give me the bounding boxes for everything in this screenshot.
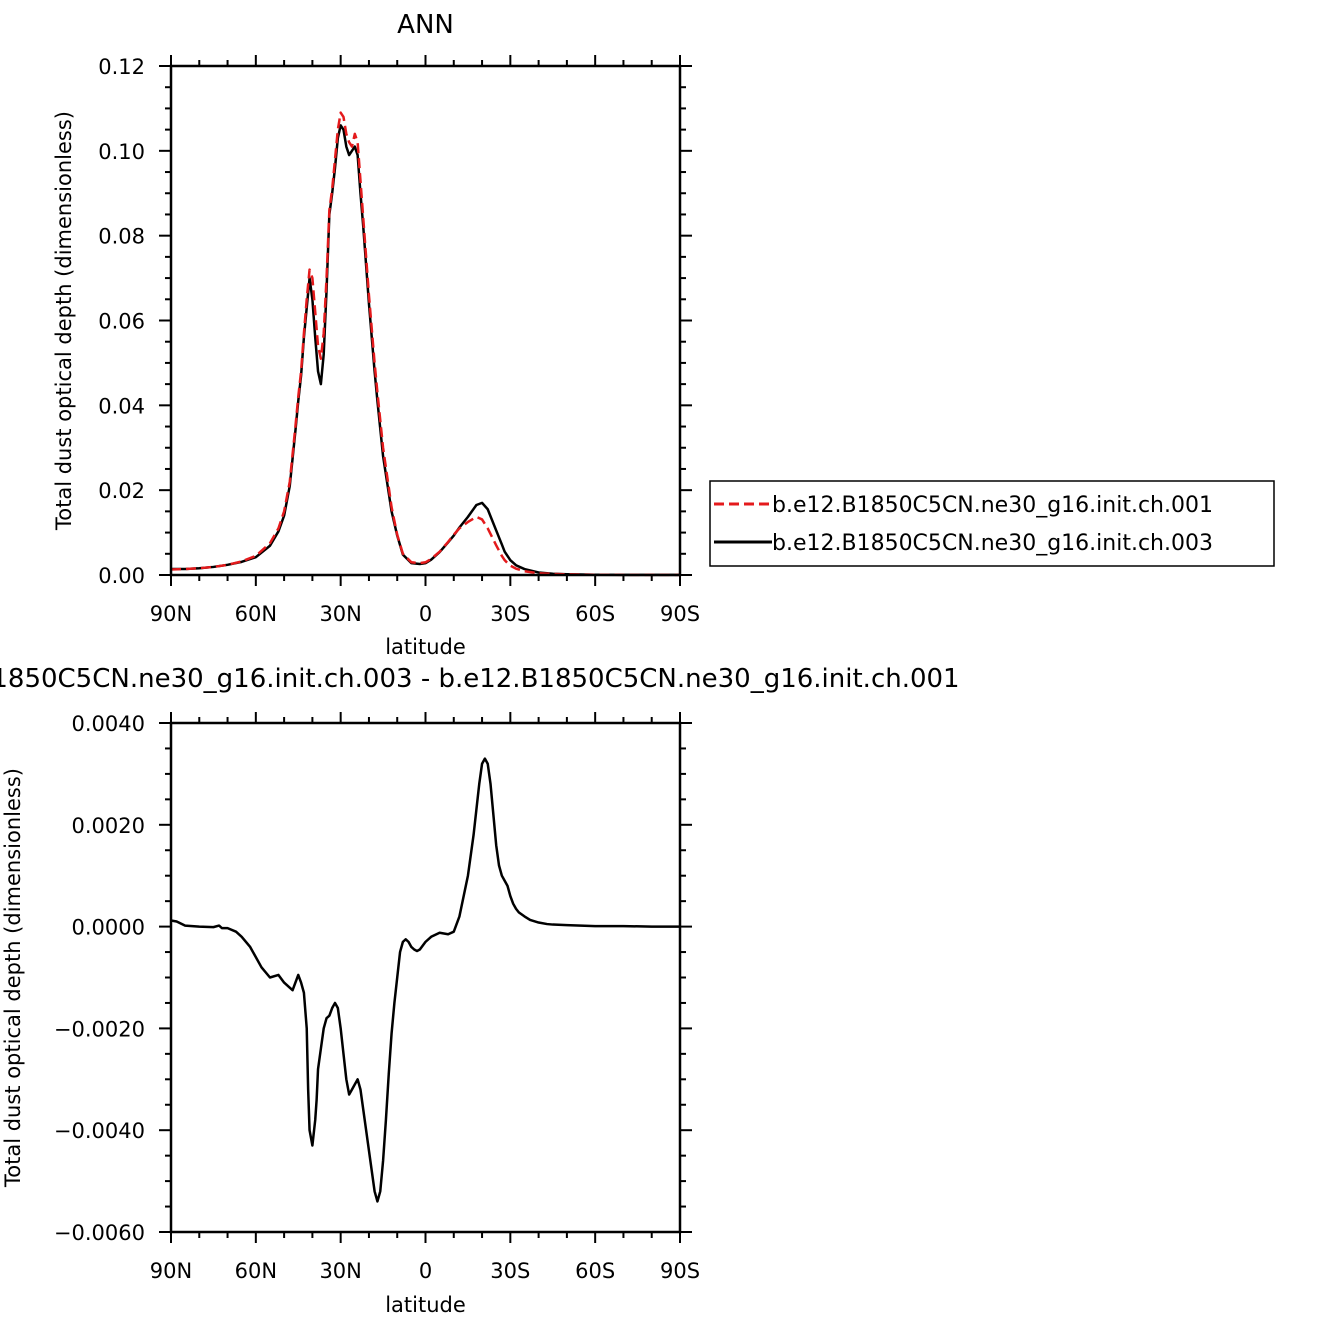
bottom-x-axis-label: latitude [385,1293,466,1317]
top-x-tick-label: 90N [150,602,192,626]
bottom-x-tick-label: 90N [150,1259,192,1283]
top-x-tick-label: 60S [575,602,615,626]
legend-label-003: b.e12.B1850C5CN.ne30_g16.init.ch.003 [772,531,1213,556]
legend-box [709,480,1275,567]
legend: b.e12.B1850C5CN.ne30_g16.init.ch.001 b.e… [709,480,1275,567]
top-x-axis-label: latitude [385,635,466,659]
top-x-tick-label: 30S [490,602,530,626]
top-y-tick-label: 0.00 [98,564,145,588]
bottom-y-tick-label: −0.0060 [54,1221,145,1245]
top-y-tick-label: 0.06 [98,310,145,334]
top-y-tick-label: 0.04 [98,394,145,418]
top-ticks: 90N 60N 30N 0 30S 60S 90S 0.00 0.02 0.04 0.06 0.08 0… [98,55,700,626]
top-series-group [170,111,681,577]
bottom-ticks: 90N 60N 30N 0 30S 60S 90S −0.0060 −0.0040 −0.0020… [54,712,700,1283]
top-x-tick-label: 60N [235,602,277,626]
panel-top: ANN 90N 60N 30N 0 30S 60S 90S 0.00 0.02 0.04 0.06 0… [52,10,1275,659]
bottom-plot-frame [169,721,682,1234]
top-chart-title: ANN [397,10,454,40]
legend-label-001: b.e12.B1850C5CN.ne30_g16.init.ch.001 [772,493,1213,518]
top-y-axis-label: Total dust optical depth (dimensionless) [52,111,76,531]
top-series-line-1 [171,124,681,577]
bottom-x-tick-label: 60S [575,1259,615,1283]
bottom-x-tick-label: 30S [490,1259,530,1283]
bottom-y-tick-label: −0.0020 [54,1017,145,1041]
bottom-y-axis-label: Total dust optical depth (dimensionless) [1,768,25,1188]
bottom-y-tick-label: 0.0000 [72,916,145,940]
bottom-x-tick-label: 90S [660,1259,700,1283]
top-x-tick-label: 90S [660,602,700,626]
top-series-line-0 [170,111,681,577]
top-y-tick-label: 0.10 [98,140,145,164]
top-y-tick-label: 0.02 [98,479,145,503]
bottom-x-tick-label: 0 [419,1259,432,1283]
top-plot-frame [169,64,682,577]
bottom-y-tick-label: 0.0020 [72,814,145,838]
bottom-series-group [170,757,680,1203]
panel-bottom: b.e12.B1850C5CN.ne30_g16.init.ch.003 - b… [0,664,960,1317]
top-x-tick-label: 0 [419,602,432,626]
bottom-chart-title: b.e12.B1850C5CN.ne30_g16.init.ch.003 - b… [0,664,960,694]
bottom-series-line-0 [170,757,680,1203]
bottom-y-tick-label: −0.0040 [54,1119,145,1143]
bottom-x-tick-label: 30N [319,1259,361,1283]
bottom-y-tick-label: 0.0040 [72,712,145,736]
top-y-tick-label: 0.12 [98,55,145,79]
top-y-tick-label: 0.08 [98,225,145,249]
bottom-x-tick-label: 60N [235,1259,277,1283]
top-x-tick-label: 30N [319,602,361,626]
